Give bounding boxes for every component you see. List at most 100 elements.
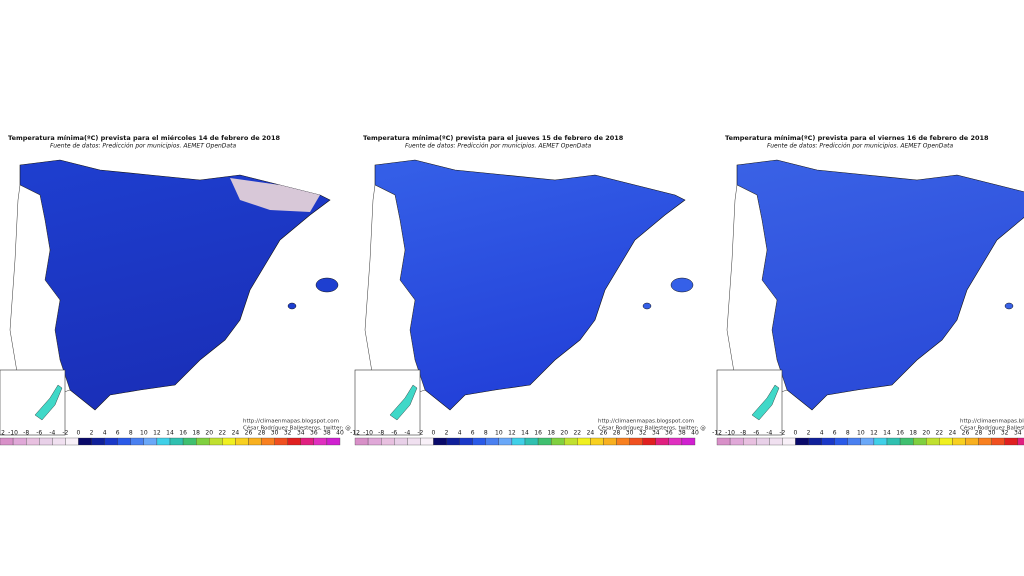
legend-swatch [782, 437, 796, 446]
legend-swatch [196, 437, 210, 446]
legend-label: 38 [678, 430, 686, 437]
legend-swatch [511, 437, 526, 446]
legend-label: 40 [336, 430, 344, 437]
legend-label: 22 [573, 430, 581, 437]
legend-label: 20 [560, 430, 568, 437]
legend-swatch [681, 437, 696, 446]
legend-swatch [629, 437, 643, 446]
map-panel: Temperatura mínima(ºC) prevista para el … [712, 134, 1024, 446]
pyrenees-snow [230, 178, 320, 212]
legend-label: 4 [458, 430, 462, 437]
legend-label: 36 [665, 430, 673, 437]
legend-label: 16 [534, 430, 542, 437]
legend-swatch [381, 437, 395, 446]
legend-label: 16 [896, 430, 904, 437]
legend-label: -4 [766, 430, 772, 437]
legend-swatch [472, 437, 486, 446]
legend-swatch [235, 437, 249, 446]
spain-mainland [374, 159, 686, 411]
legend-label: 28 [613, 430, 621, 437]
legend-label: 34 [297, 430, 305, 437]
legend-label: 0 [432, 430, 436, 437]
legend-label: -4 [49, 430, 55, 437]
portugal [9, 184, 71, 401]
legend-label: 18 [192, 430, 200, 437]
legend-label: 20 [205, 430, 213, 437]
legend-label: 36 [310, 430, 318, 437]
legend-swatch [274, 437, 288, 446]
legend-swatch [156, 437, 171, 446]
credit-author: César Rodríguez Ballesteros, twitter: @ [243, 425, 351, 432]
legend-label: -12 [0, 430, 5, 437]
legend-label: -10 [8, 430, 18, 437]
legend-label: 40 [691, 430, 699, 437]
legend-swatch [261, 437, 275, 446]
legend-label: 12 [153, 430, 161, 437]
legend-swatch [716, 437, 731, 446]
legend-swatch [313, 437, 328, 446]
legend-swatch [1004, 437, 1018, 446]
legend-swatch [367, 437, 382, 446]
legend-swatch [407, 437, 421, 446]
legend-label: 26 [962, 430, 970, 437]
legend-swatch [952, 437, 966, 446]
legend-swatch [965, 437, 979, 446]
legend-label: -2 [62, 430, 68, 437]
legend-label: 0 [77, 430, 81, 437]
legend-swatch [603, 437, 617, 446]
legend-label: 34 [1014, 430, 1022, 437]
legend-label: 4 [820, 430, 824, 437]
credit-author: César Rodríguez Ballesteros, twitter: @ [598, 425, 706, 432]
legend-label: 4 [103, 430, 107, 437]
legend-label: -2 [779, 430, 785, 437]
credit-url: http://climaenmapas.blogspot.com [960, 419, 1024, 425]
legend-swatch [485, 437, 499, 446]
legend-label: -10 [363, 430, 373, 437]
legend-swatch [564, 437, 578, 446]
legend-label: 20 [922, 430, 930, 437]
ibiza [287, 302, 297, 310]
legend-label: 16 [179, 430, 187, 437]
legend-swatch [91, 437, 105, 446]
legend-swatch [756, 437, 770, 446]
legend-swatch [655, 437, 669, 446]
legend-swatch [808, 437, 822, 446]
legend-swatch [498, 437, 513, 446]
legend-swatch [182, 437, 197, 446]
legend-swatch [394, 437, 408, 446]
legend-label: 18 [909, 430, 917, 437]
ibiza [642, 302, 652, 310]
legend-swatch [326, 437, 341, 446]
legend-label: 6 [833, 430, 837, 437]
legend-swatch [300, 437, 314, 446]
credit-author: César Rodríguez Ballesteros, twitter: @ [960, 425, 1024, 432]
legend-swatch [222, 437, 236, 446]
portugal [364, 184, 426, 401]
legend-label: 14 [166, 430, 174, 437]
legend-swatch [354, 437, 369, 446]
legend-swatch [12, 437, 27, 446]
legend-label: 28 [258, 430, 266, 437]
legend-swatch [926, 437, 940, 446]
legend-label: 8 [484, 430, 488, 437]
map-title: Temperatura mínima(ºC) prevista para el … [363, 134, 624, 142]
legend-label: 32 [639, 430, 647, 437]
legend-swatch [117, 437, 131, 446]
portugal [726, 184, 788, 401]
legend-swatch [420, 437, 434, 446]
legend-label: 24 [587, 430, 595, 437]
legend-label: 8 [846, 430, 850, 437]
legend-label: 12 [508, 430, 516, 437]
legend-label: 10 [857, 430, 865, 437]
map-subtitle: Fuente de datos: Predicción por municipi… [405, 143, 591, 150]
legend-swatch [743, 437, 757, 446]
legend-label: 14 [883, 430, 891, 437]
legend-label: 22 [935, 430, 943, 437]
legend-swatch [248, 437, 262, 446]
credit-url: http://climaenmapas.blogspot.com [598, 419, 694, 425]
legend-swatch [78, 437, 92, 446]
legend-swatch [616, 437, 630, 446]
legend-swatch [537, 437, 552, 446]
legend-label: -8 [378, 430, 384, 437]
